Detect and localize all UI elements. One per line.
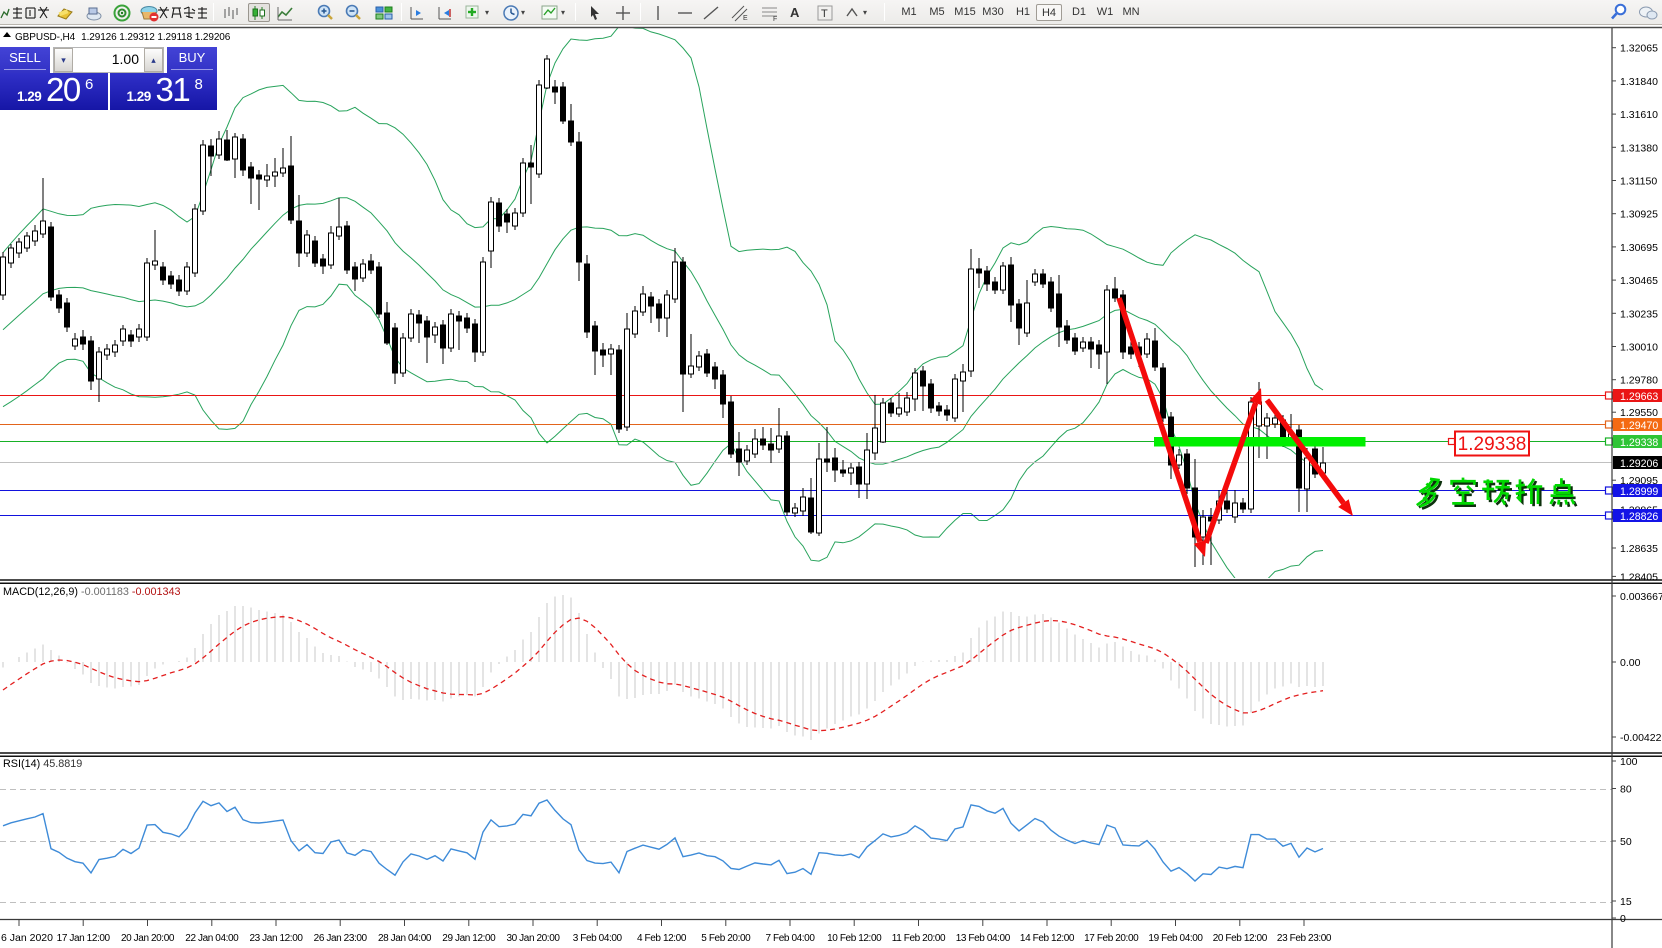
svg-text:23 Jan 12:00: 23 Jan 12:00	[249, 933, 303, 944]
svg-text:MACD(12,26,9) -0.001183 -0.001: MACD(12,26,9) -0.001183 -0.001343	[3, 586, 180, 598]
svg-text:100: 100	[1620, 756, 1638, 768]
svg-text:22 Jan 04:00: 22 Jan 04:00	[185, 933, 239, 944]
svg-text:23 Feb 23:00: 23 Feb 23:00	[1277, 933, 1332, 944]
svg-text:50: 50	[1620, 836, 1632, 848]
svg-text:F: F	[773, 16, 777, 22]
svg-text:1.30010: 1.30010	[1620, 342, 1658, 354]
svg-text:4 Feb 12:00: 4 Feb 12:00	[637, 933, 687, 944]
svg-text:3 Feb 04:00: 3 Feb 04:00	[573, 933, 623, 944]
svg-text:28 Jan 04:00: 28 Jan 04:00	[378, 933, 432, 944]
svg-text:1.31610: 1.31610	[1620, 109, 1658, 121]
svg-text:1.29780: 1.29780	[1620, 375, 1658, 387]
svg-text:1.30925: 1.30925	[1620, 209, 1658, 221]
svg-text:1.32065: 1.32065	[1620, 43, 1658, 55]
svg-text:14 Feb 12:00: 14 Feb 12:00	[1020, 933, 1075, 944]
svg-text:1.29206: 1.29206	[1620, 458, 1658, 470]
svg-text:1.29663: 1.29663	[1620, 391, 1658, 403]
svg-text:1.31150: 1.31150	[1620, 176, 1657, 188]
svg-text:80: 80	[1620, 784, 1632, 796]
svg-text:30 Jan 20:00: 30 Jan 20:00	[506, 933, 560, 944]
svg-text:T: T	[821, 8, 828, 20]
svg-text:1.30695: 1.30695	[1620, 242, 1658, 254]
svg-text:1.28405: 1.28405	[1620, 571, 1658, 583]
svg-text:1.31380: 1.31380	[1620, 142, 1658, 154]
svg-text:1.31840: 1.31840	[1620, 76, 1658, 88]
svg-text:1.29338: 1.29338	[1620, 437, 1658, 449]
svg-text:7 Feb 04:00: 7 Feb 04:00	[766, 933, 816, 944]
svg-text:29 Jan 12:00: 29 Jan 12:00	[442, 933, 496, 944]
svg-text:-0.00422: -0.00422	[1620, 732, 1662, 744]
svg-text:0.00: 0.00	[1620, 657, 1641, 669]
svg-text:6 Jan 2020: 6 Jan 2020	[1, 932, 53, 944]
svg-text:20 Jan 20:00: 20 Jan 20:00	[121, 933, 175, 944]
svg-text:1.28635: 1.28635	[1620, 543, 1658, 555]
svg-text:GBPUSD-,H41.29126 1.29312 1.29: GBPUSD-,H4 1.29126 1.29312 1.29118 1.2920…	[15, 32, 231, 43]
svg-text:1.29470: 1.29470	[1620, 420, 1658, 432]
svg-text:13 Feb 04:00: 13 Feb 04:00	[956, 933, 1011, 944]
svg-text:10 Feb 12:00: 10 Feb 12:00	[827, 933, 882, 944]
svg-text:11 Feb 20:00: 11 Feb 20:00	[892, 933, 946, 944]
svg-text:RSI(14) 45.8819: RSI(14) 45.8819	[3, 758, 82, 770]
svg-text:1.30235: 1.30235	[1620, 308, 1658, 320]
svg-text:20 Feb 12:00: 20 Feb 12:00	[1213, 933, 1268, 944]
svg-text:1.29550: 1.29550	[1620, 407, 1658, 419]
svg-text:15: 15	[1620, 896, 1632, 908]
svg-text:1.28999: 1.28999	[1620, 486, 1658, 498]
svg-text:1.30465: 1.30465	[1620, 275, 1658, 287]
svg-text:1.28826: 1.28826	[1620, 511, 1658, 523]
svg-text:0.003667: 0.003667	[1620, 591, 1662, 603]
svg-text:17 Feb 20:00: 17 Feb 20:00	[1084, 933, 1139, 944]
svg-text:5 Feb 20:00: 5 Feb 20:00	[701, 933, 751, 944]
svg-text:0: 0	[1620, 913, 1626, 925]
svg-text:1.29338: 1.29338	[1458, 434, 1527, 455]
svg-text:E: E	[743, 15, 748, 22]
svg-text:26 Jan 23:00: 26 Jan 23:00	[314, 933, 368, 944]
svg-text:17 Jan 12:00: 17 Jan 12:00	[57, 933, 111, 944]
svg-text:19 Feb 04:00: 19 Feb 04:00	[1148, 933, 1203, 944]
